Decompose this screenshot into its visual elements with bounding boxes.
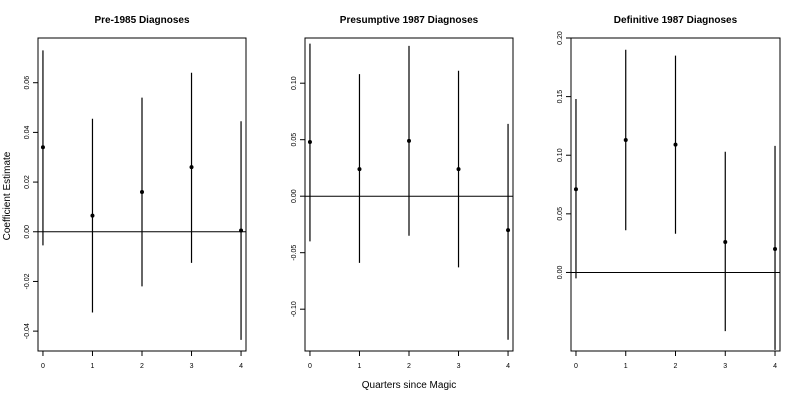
y-tick-label: -0.04 bbox=[24, 323, 31, 339]
y-tick-label: 0.10 bbox=[291, 76, 298, 90]
y-tick-label: -0.02 bbox=[24, 273, 31, 289]
panel-title: Pre-1985 Diagnoses bbox=[94, 15, 189, 26]
x-tick-label: 3 bbox=[723, 363, 727, 370]
x-tick-label: 2 bbox=[140, 363, 144, 370]
coefficient-point bbox=[673, 142, 678, 147]
y-tick-label: 0.00 bbox=[24, 225, 31, 239]
y-tick-label: -0.10 bbox=[291, 301, 298, 317]
x-tick-label: 3 bbox=[457, 363, 461, 370]
y-tick-label: 0.06 bbox=[24, 76, 31, 90]
coefficient-point bbox=[357, 167, 362, 172]
y-tick-label: 0.05 bbox=[557, 207, 564, 221]
x-tick-label: 0 bbox=[41, 363, 45, 370]
x-tick-label: 2 bbox=[674, 363, 678, 370]
y-tick-label: 0.15 bbox=[557, 90, 564, 104]
panel-2: Presumptive 1987 Diagnoses 0 1 2 3 4 -0.10 -0.0… bbox=[291, 15, 514, 370]
coefficient-point bbox=[623, 137, 628, 142]
y-tick-label: 0.20 bbox=[557, 31, 564, 45]
panel-3: Definitive 1987 Diagnoses 0 1 2 3 4 0.00 0.05 0.… bbox=[557, 15, 781, 370]
coefficient-point bbox=[456, 167, 461, 172]
y-tick-label: 0.10 bbox=[557, 148, 564, 162]
coefficient-point bbox=[307, 139, 312, 144]
coefficient-point bbox=[90, 213, 95, 218]
x-tick-label: 1 bbox=[358, 363, 362, 370]
coefficient-point bbox=[506, 228, 511, 233]
coefficient-point bbox=[40, 145, 45, 150]
coefficient-point bbox=[407, 138, 411, 143]
x-tick-label: 4 bbox=[239, 363, 243, 370]
coefficient-point bbox=[573, 187, 578, 192]
x-tick-label: 0 bbox=[574, 363, 578, 370]
x-tick-label: 3 bbox=[190, 363, 194, 370]
y-tick-label: 0.04 bbox=[24, 125, 31, 139]
shared-y-axis-label: Coefficient Estimate bbox=[2, 151, 13, 240]
x-tick-label: 4 bbox=[773, 363, 777, 370]
x-tick-label: 0 bbox=[308, 363, 312, 370]
coefficient-point bbox=[140, 190, 144, 195]
y-tick-label: 0.00 bbox=[291, 189, 298, 203]
panel-title: Definitive 1987 Diagnoses bbox=[614, 15, 738, 26]
panel-title: Presumptive 1987 Diagnoses bbox=[340, 15, 479, 26]
panels-group: Pre-1985 Diagnoses 0 1 2 3 4 -0.04 -0.02 0.00 0.0… bbox=[24, 15, 781, 370]
x-tick-label: 1 bbox=[91, 363, 95, 370]
y-tick-label: 0.05 bbox=[291, 133, 298, 147]
x-tick-label: 1 bbox=[624, 363, 628, 370]
x-tick-label: 4 bbox=[506, 363, 510, 370]
coefficient-point bbox=[723, 239, 728, 244]
panel-1: Pre-1985 Diagnoses 0 1 2 3 4 -0.04 -0.02 0.00 0.0… bbox=[24, 15, 247, 370]
x-tick-label: 2 bbox=[407, 363, 411, 370]
y-tick-label: 0.02 bbox=[24, 175, 31, 189]
coefficient-point bbox=[773, 247, 778, 252]
y-tick-label: -0.05 bbox=[291, 245, 298, 261]
coefficient-point bbox=[239, 228, 244, 233]
y-tick-label: 0.00 bbox=[557, 266, 564, 280]
shared-x-axis-label: Quarters since Magic bbox=[362, 380, 456, 391]
coefficient-point bbox=[189, 165, 194, 170]
